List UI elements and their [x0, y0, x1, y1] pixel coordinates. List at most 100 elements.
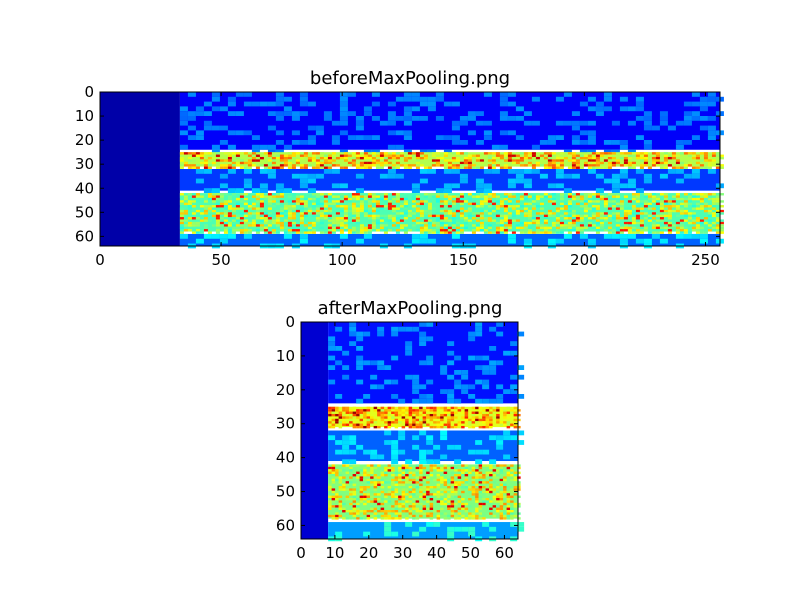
heatmap-cell [510, 469, 514, 472]
heatmap-cell [383, 229, 388, 232]
heatmap-cell [384, 522, 392, 527]
heatmap-cell [667, 214, 672, 218]
heatmap-cell [315, 217, 320, 220]
heatmap-cell [499, 490, 504, 494]
heatmap-cell [517, 374, 525, 380]
heatmap-cell [399, 224, 404, 227]
heatmap-cell [403, 116, 412, 121]
heatmap-cell [663, 161, 668, 165]
heatmap-cell [363, 498, 367, 501]
heatmap-cell [331, 469, 336, 472]
heatmap-cell [635, 205, 640, 208]
heatmap-cell [179, 233, 188, 239]
heatmap-cell [635, 217, 640, 220]
heatmap-cell [339, 120, 348, 126]
heatmap-cell [315, 125, 324, 131]
heatmap-cell [398, 398, 406, 404]
heatmap-cell [489, 526, 497, 532]
heatmap-cell [375, 229, 380, 232]
heatmap-cell [408, 409, 413, 412]
heatmap-cell [603, 205, 608, 208]
heatmap-cell [219, 166, 224, 169]
heatmap-cell [467, 207, 472, 210]
heatmap-cell [695, 154, 700, 157]
heatmap-cell [429, 514, 434, 518]
heatmap-cell [349, 512, 353, 515]
heatmap-cell [639, 207, 644, 210]
heatmap-cell [419, 483, 423, 487]
heatmap-cell [450, 425, 455, 429]
heatmap-cell [394, 517, 399, 520]
heatmap-cell [291, 164, 296, 167]
heatmap-cell [338, 416, 343, 419]
heatmap-cell [440, 365, 448, 370]
heatmap-cell [482, 384, 490, 390]
heatmap-cell [343, 197, 348, 201]
heatmap-cell [464, 411, 469, 414]
heatmap-cell [199, 159, 204, 162]
heatmap-cell [371, 224, 376, 227]
heatmap-cell [259, 229, 264, 232]
heatmap-cell [489, 471, 493, 475]
heatmap-cell [211, 188, 220, 193]
heatmap-cell [203, 212, 208, 215]
heatmap-cell [450, 469, 455, 472]
heatmap-cell [489, 423, 493, 426]
heatmap-cell [243, 209, 248, 213]
heatmap-cell [363, 510, 367, 513]
heatmap-cell [591, 164, 596, 167]
heatmap-cell [492, 416, 497, 419]
heatmap-cell [496, 471, 500, 475]
heatmap-cell [431, 229, 436, 232]
heatmap-cell [231, 224, 236, 227]
heatmap-cell [547, 200, 552, 203]
heatmap-cell [235, 219, 240, 222]
heatmap-cell [603, 233, 612, 239]
heatmap-cell [405, 510, 409, 513]
heatmap-cell [510, 488, 514, 491]
heatmap-cell [243, 197, 248, 201]
heatmap-cell [195, 111, 204, 116]
heatmap-cell [496, 435, 504, 441]
heatmap-cell [207, 164, 212, 167]
heatmap-cell [523, 221, 528, 225]
heatmap-cell [287, 224, 292, 227]
heatmap-cell [471, 406, 476, 410]
heatmap-cell [373, 500, 378, 503]
heatmap-cell [335, 498, 339, 501]
heatmap-cell [191, 195, 196, 198]
heatmap-cell [179, 226, 184, 230]
heatmap-cell [412, 444, 420, 450]
heatmap-cell [483, 229, 488, 232]
heatmap-cell [352, 416, 357, 419]
heatmap-cell [412, 421, 416, 424]
heatmap-cell [422, 505, 427, 508]
heatmap-cell [523, 154, 528, 157]
heatmap-cell [471, 502, 476, 506]
heatmap-cell [595, 226, 600, 230]
heatmap-cell [408, 505, 413, 508]
heatmap-cell [559, 205, 564, 208]
heatmap-cell [391, 154, 396, 157]
heatmap-cell [555, 221, 560, 225]
heatmap-cell [429, 502, 434, 506]
heatmap-cell [183, 152, 188, 155]
heatmap-cell [363, 418, 367, 422]
heatmap-cell [631, 161, 636, 165]
heatmap-cell [559, 214, 564, 218]
heatmap-cell [412, 474, 416, 477]
heatmap-cell [457, 517, 462, 520]
heatmap-cell [412, 493, 416, 496]
heatmap-cell [267, 197, 272, 201]
heatmap-cell [331, 226, 336, 230]
heatmap-cell [335, 413, 339, 417]
heatmap-cell [683, 231, 688, 234]
heatmap-cell [623, 156, 628, 160]
heatmap-cell [667, 212, 672, 215]
heatmap-cell [411, 212, 416, 215]
heatmap-cell [335, 512, 339, 515]
heatmap-cell [299, 178, 308, 184]
heatmap-cell [507, 221, 512, 225]
heatmap-cell [475, 459, 483, 465]
heatmap-cell [563, 233, 572, 239]
